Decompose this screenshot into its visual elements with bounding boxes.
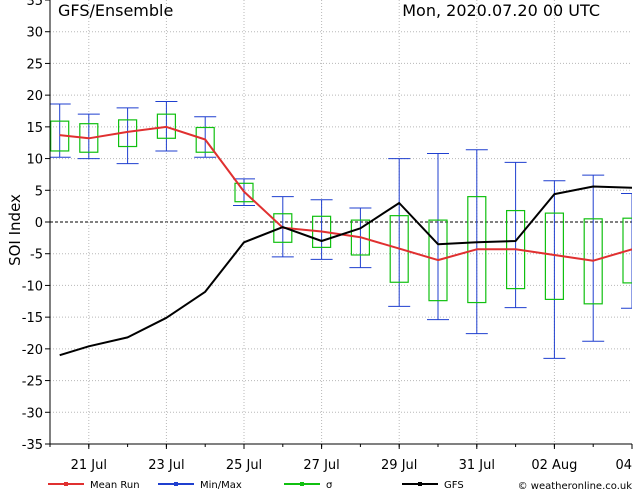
y-tick-label: 0 [35, 216, 43, 231]
y-tick-label: -30 [22, 406, 43, 421]
minmax-layer [50, 100, 632, 359]
sigma-box [622, 217, 632, 284]
run-datetime: Mon, 2020.07.20 00 UTC [402, 1, 600, 20]
line-layer [59, 125, 632, 357]
sigma-box [195, 126, 215, 153]
y-tick-label: 30 [26, 26, 43, 41]
y-tick-label: 20 [26, 89, 43, 104]
legend-marker-minmax [174, 482, 178, 486]
legend-marker-gfs [418, 482, 422, 486]
legend-marker-mean [64, 482, 68, 486]
sigma-layer [50, 113, 632, 305]
legend: Mean Run Min/Max σ GFS [48, 480, 464, 490]
x-tick-label: 02 Aug [531, 458, 577, 473]
sigma-box [428, 219, 448, 302]
legend-label-mean: Mean Run [90, 480, 140, 490]
y-axis-label: SOI Index [6, 194, 24, 266]
y-tick-label: -15 [22, 311, 43, 326]
x-tick-label: 04 [615, 458, 632, 473]
legend-label-sigma: σ [326, 480, 333, 490]
y-tick-label: 25 [26, 57, 43, 72]
axis-layer: -35 -30 -25 -20 -15 -10 -5 0 5 10 15 20 25 30 35 21 Jul… [22, 0, 633, 473]
y-tick-label: 10 [26, 153, 43, 168]
credit-text: © weatheronline.co.uk [518, 481, 633, 490]
y-tick-label: -25 [22, 375, 43, 390]
x-tick-label: 21 Jul [71, 458, 107, 473]
legend-label-gfs: GFS [444, 480, 464, 490]
mean-line [59, 125, 632, 262]
y-tick-label: 35 [26, 0, 43, 9]
sigma-box [234, 182, 254, 203]
sigma-box [350, 219, 370, 256]
y-tick-label: -35 [22, 438, 43, 453]
legend-marker-sigma [300, 482, 304, 486]
grid-layer [50, 0, 632, 444]
y-tick-label: 15 [26, 121, 43, 136]
sigma-box [156, 113, 176, 139]
sigma-box [389, 215, 409, 283]
x-tick-label: 25 Jul [226, 458, 262, 473]
gfs-line [59, 185, 632, 357]
y-tick-label: -10 [22, 279, 43, 294]
x-tick-label: 23 Jul [148, 458, 184, 473]
x-tick-label: 31 Jul [459, 458, 495, 473]
y-tick-label: 5 [35, 184, 43, 199]
legend-label-minmax: Min/Max [200, 480, 242, 490]
y-tick-label: -20 [22, 343, 43, 358]
chart-title: GFS/Ensemble [58, 1, 173, 20]
sigma-box [583, 218, 603, 305]
x-tick-label: 27 Jul [303, 458, 339, 473]
y-tick-label: -5 [30, 248, 43, 263]
x-tick-label: 29 Jul [381, 458, 417, 473]
